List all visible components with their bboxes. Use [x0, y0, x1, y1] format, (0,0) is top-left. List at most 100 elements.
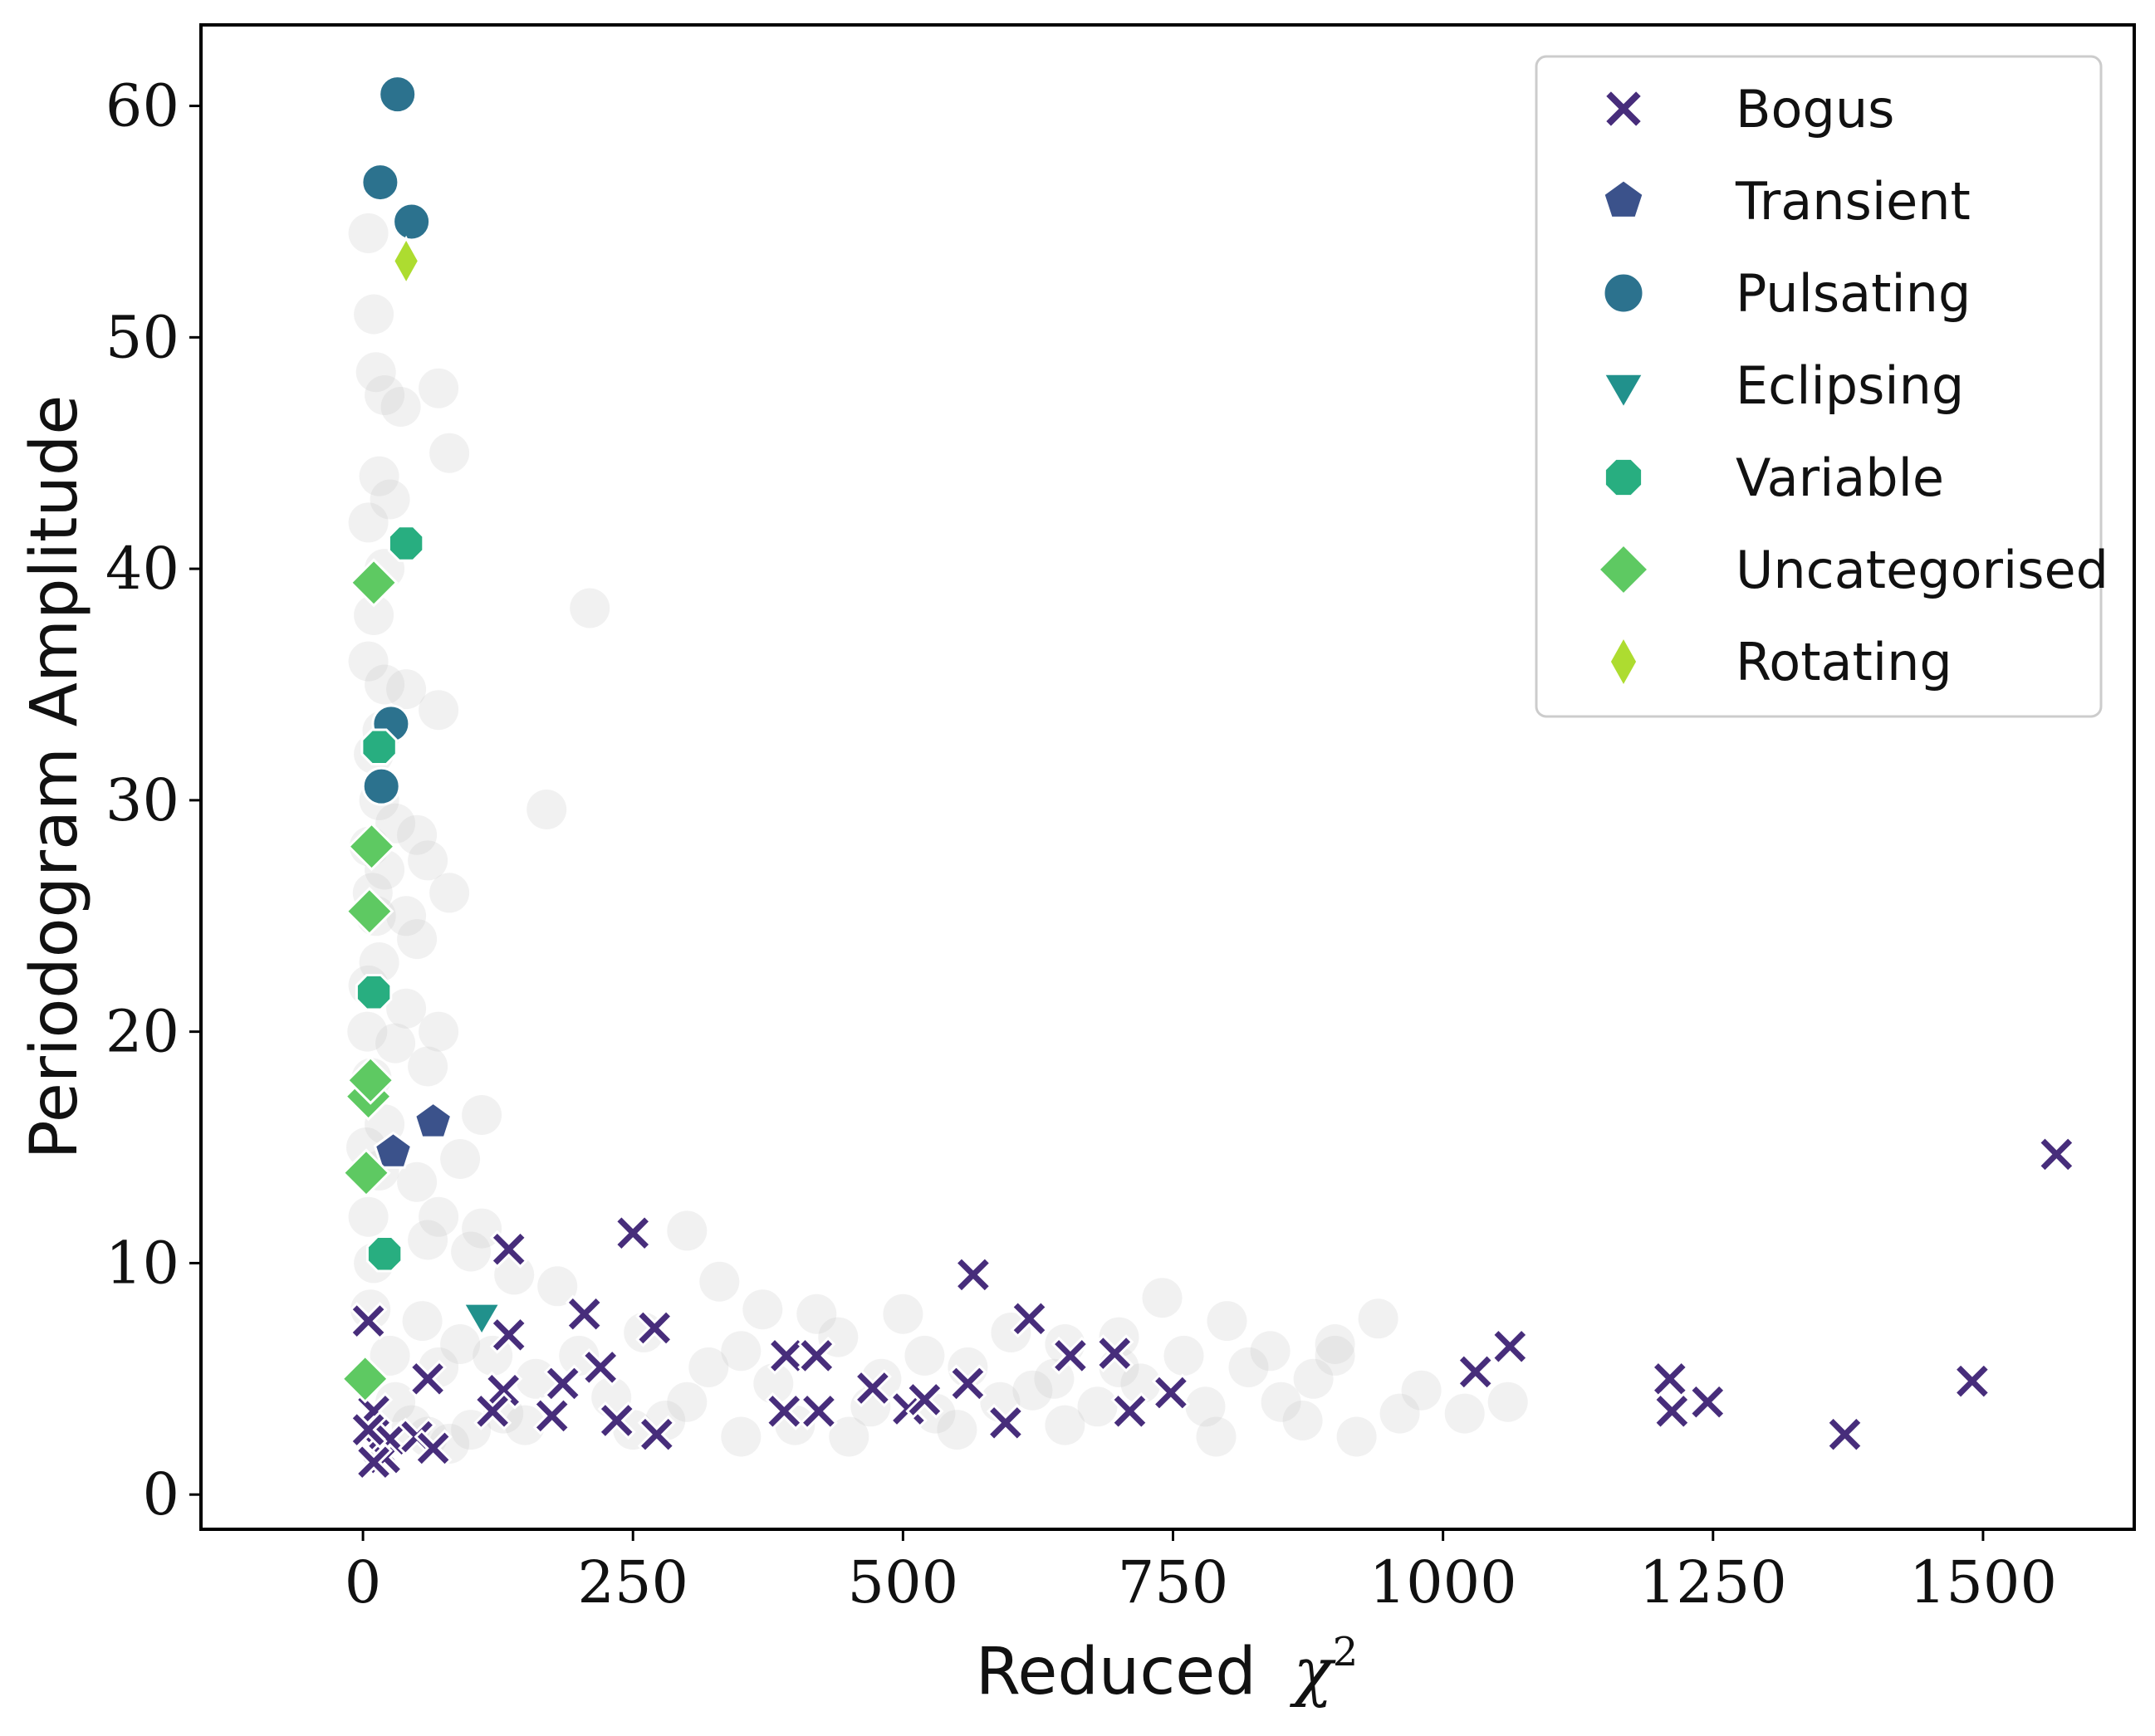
pulsating-point: [378, 75, 418, 115]
y-tick-label: 30: [105, 766, 179, 834]
background-point: [365, 664, 405, 705]
background-point: [375, 803, 416, 844]
bogus-point: [1952, 1362, 1991, 1401]
background-point: [559, 1335, 600, 1376]
background-point: [355, 352, 396, 393]
x-tick-label: 1000: [1369, 1548, 1517, 1616]
legend-label-variable: Variable: [1736, 447, 1944, 508]
uncategorised-point: [345, 887, 394, 936]
background-point: [1401, 1370, 1442, 1411]
background-point: [408, 1220, 448, 1260]
background-point: [347, 1011, 388, 1052]
background-point: [419, 1011, 459, 1052]
background-point: [516, 1358, 556, 1399]
background-point: [348, 502, 389, 543]
background-point: [386, 896, 427, 936]
background-point: [753, 1363, 794, 1404]
bogus-point: [1688, 1382, 1727, 1421]
background-point: [397, 1161, 438, 1202]
legend-label-rotating: Rotating: [1736, 632, 1952, 692]
x-axis-label: Reduced χ2: [976, 1629, 1359, 1709]
background-point: [354, 294, 394, 335]
background-point: [375, 1023, 416, 1064]
x-tick-label: 250: [577, 1548, 688, 1616]
plot-frame: [199, 23, 2136, 1531]
background-point: [408, 1046, 448, 1087]
x-axis-ticks: 0 250 500 750 1000 1250 1500: [345, 1529, 2057, 1616]
background-point: [408, 840, 448, 881]
background-point: [1163, 1335, 1204, 1376]
background-point: [419, 690, 459, 731]
background-point: [375, 1381, 416, 1422]
variable-point: [387, 525, 425, 562]
bogus-point: [797, 1336, 836, 1375]
bogus-point: [953, 1255, 992, 1294]
background-point: [429, 873, 470, 913]
x-axis-label-math: χ: [1290, 1635, 1337, 1709]
x-axis-label-exponent: 2: [1333, 1629, 1359, 1675]
bogus-point: [1051, 1336, 1090, 1375]
background-point: [1315, 1335, 1355, 1376]
background-point: [386, 988, 427, 1029]
y-tick-label: 10: [105, 1229, 179, 1297]
bogus-point: [597, 1401, 636, 1440]
background-point: [402, 1301, 443, 1342]
background-point: [419, 368, 459, 408]
background-point: [667, 1210, 708, 1251]
bogus-point: [565, 1294, 604, 1333]
bogus-point: [1491, 1327, 1530, 1366]
uncategorised-point: [341, 1148, 391, 1198]
background-point: [354, 594, 394, 635]
background-point: [721, 1331, 762, 1372]
background-point: [505, 1405, 546, 1445]
bogus-point: [473, 1391, 512, 1430]
background-point: [451, 1231, 492, 1272]
bogus-point: [853, 1368, 892, 1408]
background-point: [429, 433, 470, 473]
bogus-point: [489, 1315, 528, 1354]
bogus-point: [1653, 1391, 1692, 1430]
background-point: [397, 919, 438, 960]
background-point: [359, 942, 399, 982]
legend-label-uncategorised: Uncategorised: [1736, 540, 2108, 600]
background-point: [796, 1293, 837, 1334]
bogus-point: [1456, 1352, 1495, 1391]
legend: Bogus Transient Pulsating Eclipsing Variable…: [1535, 55, 2108, 718]
background-point: [419, 1196, 459, 1237]
background-point: [570, 588, 610, 628]
background-point: [365, 375, 405, 415]
bogus-point: [1151, 1373, 1190, 1412]
y-axis-label: Periodogram Amplitude: [17, 395, 92, 1160]
y-tick-label: 0: [142, 1460, 179, 1528]
background-point: [1358, 1298, 1398, 1339]
background-point: [699, 1261, 740, 1302]
background-point: [1228, 1347, 1269, 1387]
x-tick-label: 0: [345, 1548, 382, 1616]
bogus-point: [349, 1411, 388, 1450]
bogus-point: [1650, 1359, 1689, 1398]
background-point: [370, 1335, 410, 1376]
variable-point: [365, 1235, 404, 1273]
background-point: [937, 1410, 977, 1450]
bogus-point: [489, 1230, 528, 1269]
background-point: [1185, 1386, 1226, 1427]
bogus-point: [532, 1396, 571, 1435]
y-tick-label: 50: [105, 303, 179, 371]
bogus-point: [355, 1443, 394, 1482]
bogus-point: [1095, 1334, 1134, 1373]
background-point: [440, 1324, 481, 1364]
bogus-point: [581, 1347, 620, 1386]
background-point: [1315, 1324, 1355, 1364]
eclipsing-point: [461, 1302, 502, 1337]
background-point: [1261, 1381, 1301, 1422]
background-point: [829, 1416, 869, 1457]
background-point: [1250, 1331, 1291, 1372]
pulsating-point: [361, 766, 401, 806]
series-points: [340, 75, 2076, 1482]
legend-marker-pulsating: [1602, 271, 1645, 315]
background-point: [370, 479, 410, 520]
background-point: [1077, 1386, 1118, 1427]
background-point: [1120, 1363, 1161, 1404]
background-point: [667, 1381, 708, 1422]
